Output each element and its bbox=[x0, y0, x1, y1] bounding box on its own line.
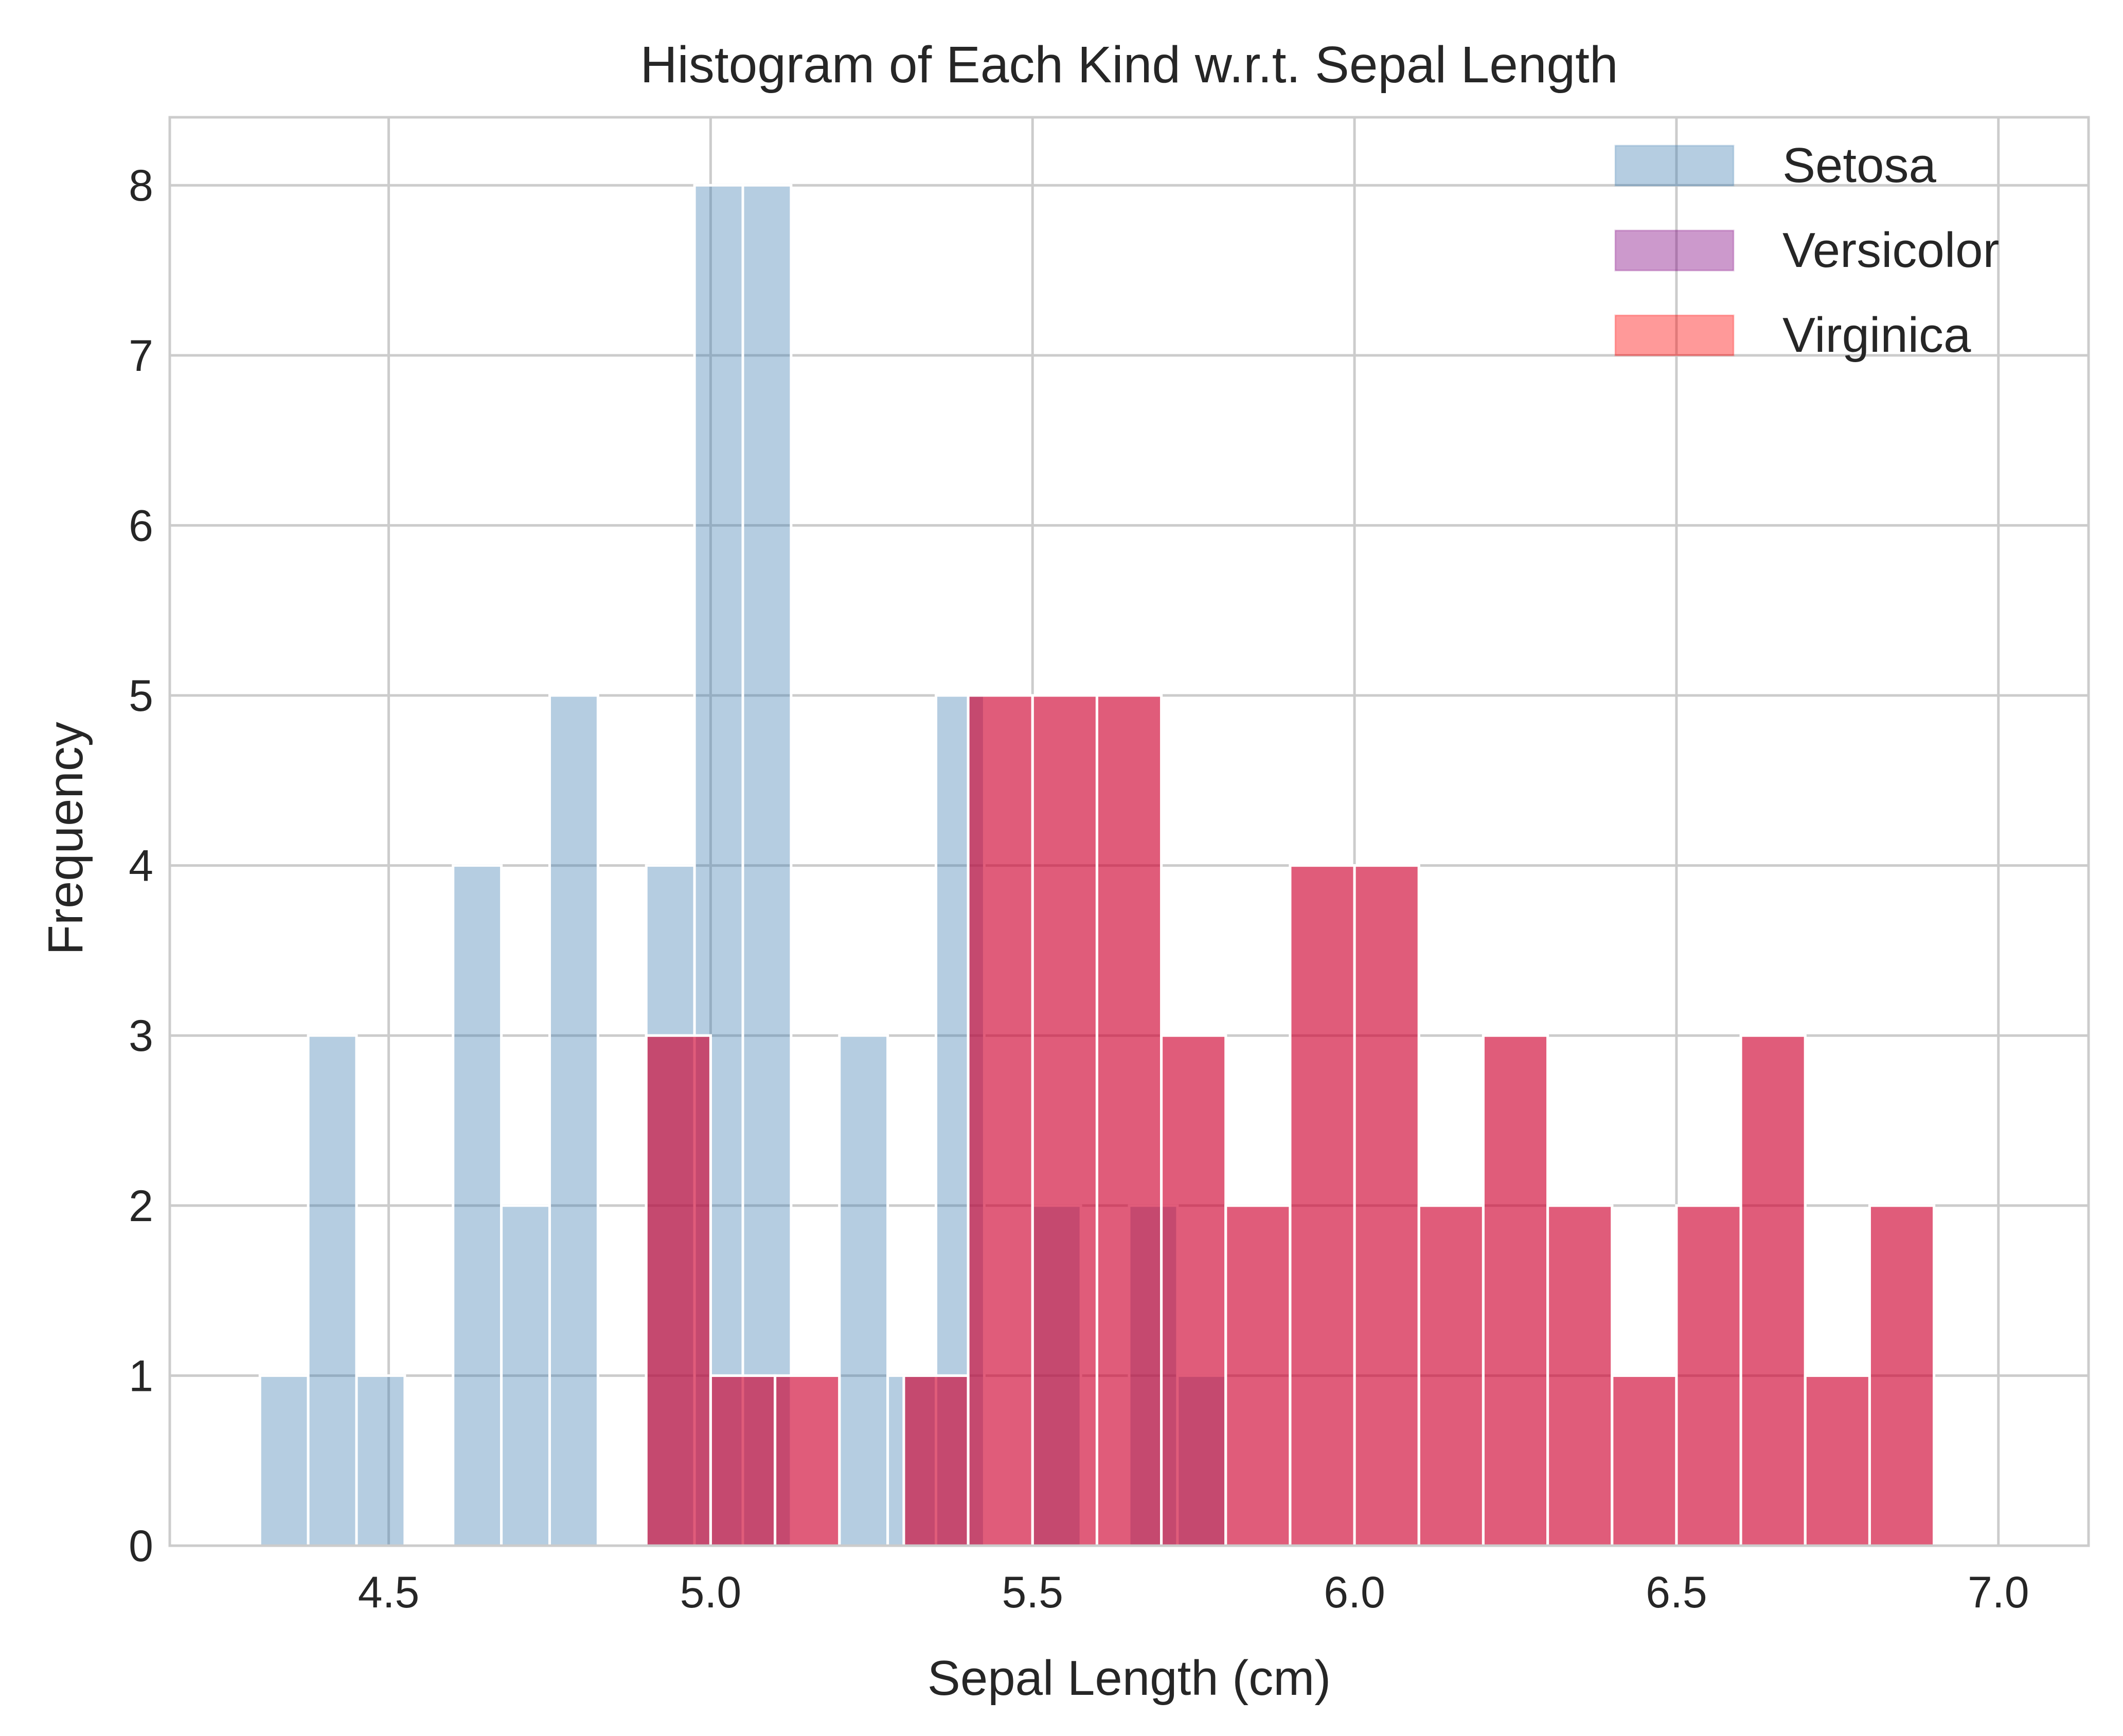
bar bbox=[1675, 1204, 1742, 1547]
series-versicolor bbox=[645, 694, 1936, 1547]
bar bbox=[355, 1374, 406, 1547]
bar bbox=[1675, 1204, 1742, 1547]
y-tick-label: 6 bbox=[129, 501, 153, 550]
bar bbox=[902, 1374, 970, 1547]
bar bbox=[1482, 1034, 1549, 1547]
y-axis-ticks: 0 1 2 3 4 5 6 7 8 bbox=[129, 161, 153, 1571]
y-tick-label: 3 bbox=[129, 1011, 153, 1061]
bar bbox=[1031, 1204, 1082, 1547]
legend-swatch bbox=[1614, 145, 1735, 187]
x-tick-label: 6.0 bbox=[1324, 1568, 1385, 1617]
legend: Setosa Versicolor Virginica bbox=[1614, 138, 2000, 363]
bar bbox=[452, 864, 503, 1547]
chart-title: Histogram of Each Kind w.r.t. Sepal Leng… bbox=[640, 36, 1618, 94]
bar bbox=[1546, 1204, 1614, 1547]
bar bbox=[1095, 694, 1163, 1547]
bar bbox=[307, 1034, 358, 1547]
y-axis-label: Frequency bbox=[38, 722, 93, 955]
x-axis-label: Sepal Length (cm) bbox=[927, 1651, 1331, 1706]
bar bbox=[1739, 1034, 1807, 1547]
x-tick-label: 4.5 bbox=[358, 1568, 420, 1617]
plot-area-frame bbox=[168, 116, 2090, 1547]
series-virginica bbox=[645, 694, 1936, 1547]
bar bbox=[1739, 1034, 1807, 1547]
y-tick-label: 0 bbox=[129, 1522, 153, 1571]
y-tick-label: 1 bbox=[129, 1351, 153, 1401]
bar bbox=[709, 1374, 777, 1547]
x-axis-ticks: 4.5 5.0 5.5 6.0 6.5 7.0 bbox=[358, 1568, 2029, 1617]
legend-swatch bbox=[1614, 314, 1735, 356]
y-tick-label: 4 bbox=[129, 842, 153, 891]
bar bbox=[1868, 1204, 1936, 1547]
y-tick-label: 7 bbox=[129, 331, 153, 381]
bar bbox=[1289, 864, 1356, 1547]
y-tick-label: 8 bbox=[129, 161, 153, 210]
legend-label: Virginica bbox=[1782, 308, 1971, 363]
bar bbox=[645, 1034, 712, 1547]
y-tick-label: 5 bbox=[129, 671, 153, 721]
bar bbox=[1224, 1204, 1292, 1547]
bar bbox=[1289, 864, 1356, 1547]
bar bbox=[1160, 1034, 1227, 1547]
bar bbox=[934, 694, 986, 1547]
bar bbox=[1160, 1034, 1227, 1547]
x-tick-label: 5.5 bbox=[1002, 1568, 1063, 1617]
bar bbox=[902, 1374, 970, 1547]
bar bbox=[741, 184, 793, 1547]
bar bbox=[1176, 1374, 1227, 1547]
bar bbox=[693, 184, 744, 1547]
x-tick-label: 6.5 bbox=[1646, 1568, 1707, 1617]
bar bbox=[1417, 1204, 1485, 1547]
bar bbox=[838, 1034, 889, 1547]
bar bbox=[258, 1374, 310, 1547]
bar bbox=[1611, 1374, 1678, 1547]
legend-label: Setosa bbox=[1782, 138, 1936, 193]
legend-label: Versicolor bbox=[1782, 223, 2000, 278]
bar bbox=[1804, 1374, 1871, 1547]
histogram-bars bbox=[258, 184, 1936, 1547]
bar bbox=[1031, 694, 1098, 1547]
bar bbox=[967, 694, 1034, 1547]
bar bbox=[1353, 864, 1420, 1547]
bar bbox=[500, 1204, 551, 1547]
legend-swatch bbox=[1614, 229, 1735, 272]
y-tick-label: 2 bbox=[129, 1182, 153, 1231]
x-tick-label: 7.0 bbox=[1968, 1568, 2029, 1617]
bar bbox=[1353, 864, 1420, 1547]
bar bbox=[548, 694, 599, 1547]
x-tick-label: 5.0 bbox=[680, 1568, 742, 1617]
bar bbox=[1224, 1204, 1292, 1547]
bar bbox=[774, 1374, 841, 1547]
series-setosa bbox=[258, 184, 1227, 1547]
bar bbox=[645, 1034, 712, 1547]
